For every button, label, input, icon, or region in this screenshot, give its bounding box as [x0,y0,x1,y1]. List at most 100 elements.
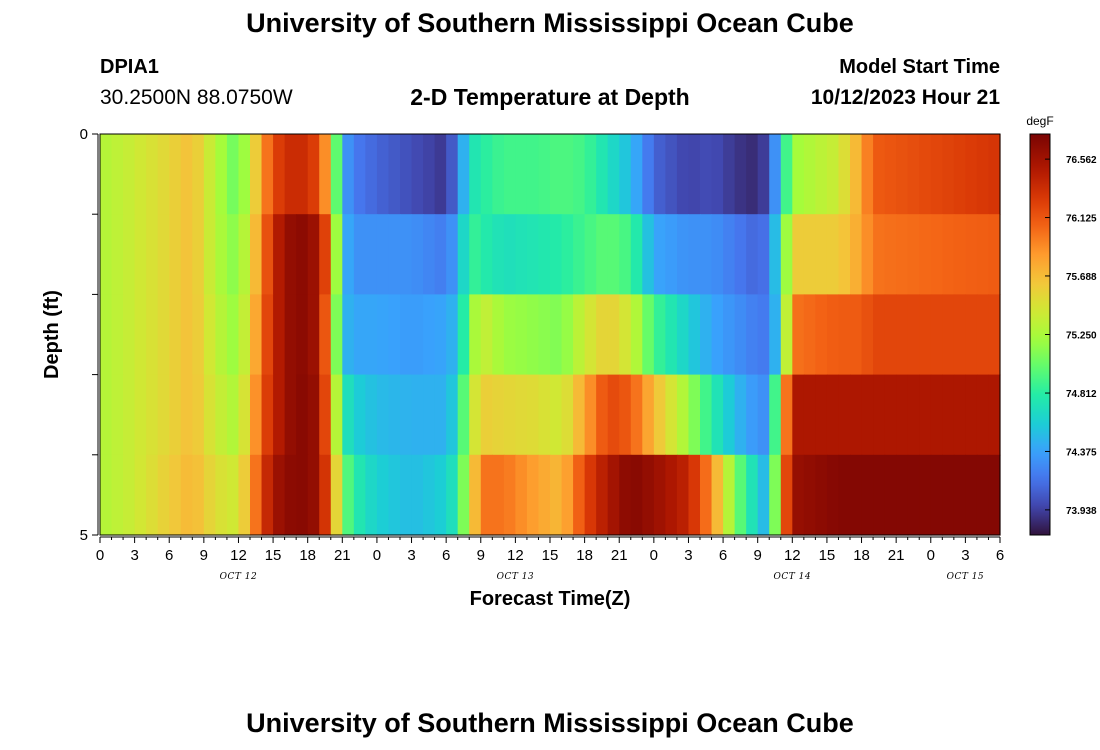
heatmap-cell [492,294,505,376]
heatmap-cell [180,214,193,295]
date-labels: OCT 12 OCT 13 OCT 14 OCT 15 [220,572,984,582]
heatmap-cell [896,134,909,215]
heatmap-cell [111,214,124,295]
heatmap-cell [561,374,574,456]
colorbar-tick-label: 74.375 [1066,447,1097,458]
heatmap-cell [492,214,505,295]
heatmap-cell [988,134,1001,215]
heatmap-cell [757,214,770,295]
heatmap-cell [215,454,228,536]
heatmap-cell [919,454,932,536]
x-tick-label: 18 [299,547,316,564]
x-tick-label: 15 [819,547,836,564]
x-tick-label: 6 [442,547,450,564]
heatmap-cell [942,454,955,536]
heatmap-cell [492,454,505,536]
heatmap-cell [250,454,263,536]
heatmap-cell [746,374,759,456]
heatmap-cell [192,214,205,295]
heatmap-cell [376,294,390,376]
heatmap-cell [123,374,136,456]
heatmap-cell [665,374,678,456]
heatmap-cell [826,454,840,536]
heatmap-cell [503,294,516,376]
heatmap-cell [446,374,459,456]
heatmap-cell [873,134,886,215]
heatmap-cell [203,134,216,215]
heatmap-cell [976,294,990,376]
heatmap-cell [180,294,193,376]
heatmap-cell [815,214,828,295]
heatmap-cell [850,294,863,376]
heatmap-cell [411,214,424,295]
heatmap-cell [976,214,990,295]
heatmap-cell [896,214,909,295]
heatmap-cell [965,294,978,376]
heatmap-cell [538,454,551,536]
heatmap-cell [238,454,251,536]
heatmap-cell [930,214,943,295]
heatmap-cell [630,214,643,295]
heatmap-cell [757,454,770,536]
heatmap-cell [342,374,355,456]
heatmap-cell [365,214,378,295]
heatmap-cell [584,454,597,536]
heatmap-cell [330,454,343,536]
heatmap-cell [873,374,886,456]
heatmap-cell [330,214,343,295]
heatmap-cell [792,294,805,376]
heatmap-cell [953,214,966,295]
heatmap-cell [319,214,332,295]
heatmap-cell [734,374,747,456]
heatmap-cell [515,134,528,215]
heatmap-cell [296,214,309,295]
heatmap-cell [238,214,251,295]
heatmap-cell [169,294,182,376]
heatmap-cell [411,454,424,536]
heatmap-cell [607,294,620,376]
heatmap-cell [100,294,113,376]
x-axis: 0 3 6 9 12 15 18 21 0 3 6 9 12 15 18 21 0 3 6 9 12 15 18 21 0 3 6 [96,536,1004,564]
heatmap-cell [688,294,701,376]
heatmap-cell [388,294,401,376]
heatmap-cell [203,374,216,456]
heatmap-cell [561,454,574,536]
heatmap-cell [907,454,920,536]
heatmap-cell [319,294,332,376]
heatmap-cell [965,454,978,536]
heatmap-cell [573,374,586,456]
heatmap-cell [388,454,401,536]
heatmap-cell [873,454,886,536]
heatmap-cell [803,294,816,376]
heatmap-cell [250,134,263,215]
heatmap-cell [769,294,782,376]
model-start-value: 10/12/2023 Hour 21 [810,86,1000,109]
x-tick-label: 12 [784,547,801,564]
heatmap-cell [134,454,147,536]
heatmap-cell [826,294,840,376]
heatmap-cell [942,294,955,376]
heatmap-cell [342,214,355,295]
heatmap-cell [907,134,920,215]
heatmap-cell [353,214,366,295]
heatmap-cell [203,294,216,376]
heatmap-cell [988,374,1001,456]
x-tick-label: 21 [334,547,351,564]
heatmap-cell [342,294,355,376]
heatmap-cell [688,374,701,456]
heatmap-cell [573,134,586,215]
heatmap-cell [111,374,124,456]
heatmap-cell [319,134,332,215]
heatmap-cell [492,374,505,456]
heatmap-cell [665,454,678,536]
heatmap-cell [192,374,205,456]
heatmap-cell [238,134,251,215]
x-tick-label: 6 [165,547,173,564]
model-start-label: Model Start Time [839,56,1000,78]
heatmap-cell [988,214,1001,295]
heatmap-cell [457,214,470,295]
heatmap-cell [930,374,943,456]
heatmap-cell [700,134,713,215]
heatmap-cell [215,374,228,456]
heatmap-cell [330,294,343,376]
